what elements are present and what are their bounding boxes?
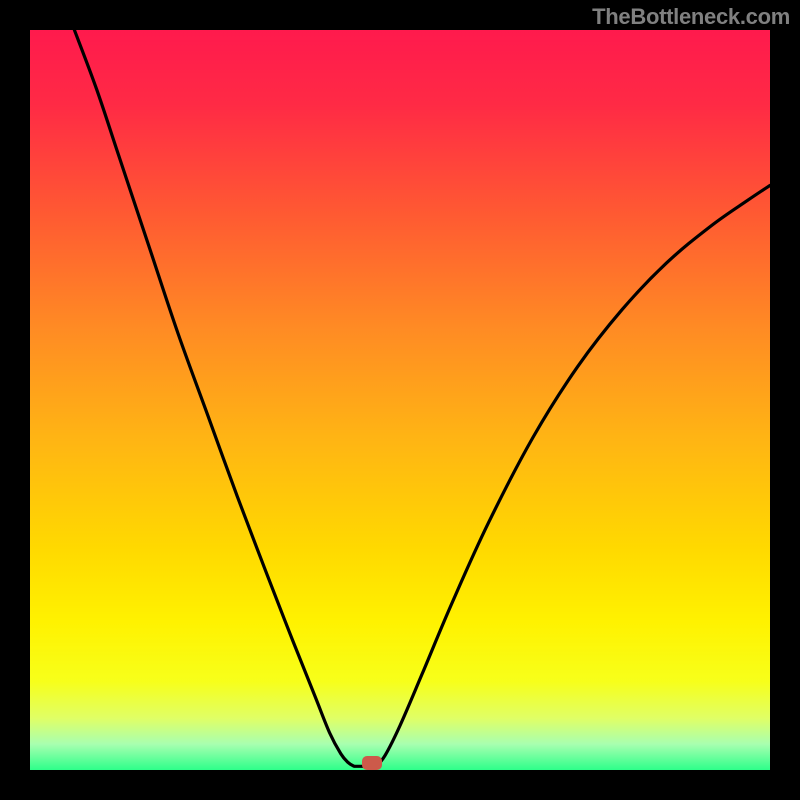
watermark-text: TheBottleneck.com — [592, 4, 790, 30]
bottleneck-curve — [74, 30, 770, 766]
curve-layer — [30, 30, 770, 770]
minimum-marker — [362, 756, 382, 770]
plot-area — [30, 30, 770, 770]
chart-container: TheBottleneck.com — [0, 0, 800, 800]
